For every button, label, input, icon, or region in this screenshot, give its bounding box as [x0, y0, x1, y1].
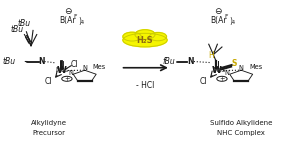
Text: Mes: Mes [249, 64, 262, 70]
Circle shape [135, 30, 155, 39]
Text: Cl: Cl [200, 77, 208, 86]
Text: Sulfido Alkylidene: Sulfido Alkylidene [210, 120, 272, 126]
Text: fBu: fBu [163, 57, 176, 66]
Circle shape [149, 32, 167, 41]
Text: ⊖: ⊖ [64, 7, 71, 16]
Text: S: S [232, 59, 237, 68]
Text: Mes: Mes [56, 67, 69, 73]
Text: +: + [64, 76, 70, 82]
Text: Mes: Mes [93, 64, 106, 70]
Text: N: N [68, 70, 73, 76]
Text: B(Ar: B(Ar [59, 16, 76, 25]
Text: Cl: Cl [45, 77, 52, 86]
Text: H: H [209, 51, 214, 60]
Text: tBu: tBu [2, 57, 15, 66]
Text: tBu: tBu [18, 19, 31, 28]
Text: W: W [212, 66, 222, 75]
Text: H₂S: H₂S [137, 36, 153, 45]
Text: +: + [219, 76, 225, 82]
Text: Cl: Cl [71, 60, 78, 70]
Text: N: N [224, 70, 229, 76]
Text: F: F [224, 14, 228, 19]
Text: ⊖: ⊖ [214, 7, 222, 16]
Circle shape [123, 32, 141, 41]
Text: W: W [57, 66, 67, 75]
Text: N: N [239, 65, 244, 71]
Text: )₄: )₄ [229, 17, 235, 26]
Text: N: N [38, 57, 44, 66]
Text: - HCl: - HCl [136, 81, 154, 90]
Text: Alkylidyne: Alkylidyne [31, 120, 67, 126]
Text: Mes: Mes [212, 67, 225, 73]
Text: tBu: tBu [11, 25, 24, 34]
Text: )₄: )₄ [78, 17, 84, 26]
Text: N: N [187, 57, 193, 66]
Ellipse shape [123, 33, 167, 47]
Text: Precursor: Precursor [32, 130, 65, 136]
Text: N: N [82, 65, 87, 71]
Text: F: F [74, 14, 77, 19]
Text: B(Ar: B(Ar [210, 16, 226, 25]
Text: NHC Complex: NHC Complex [217, 130, 265, 136]
